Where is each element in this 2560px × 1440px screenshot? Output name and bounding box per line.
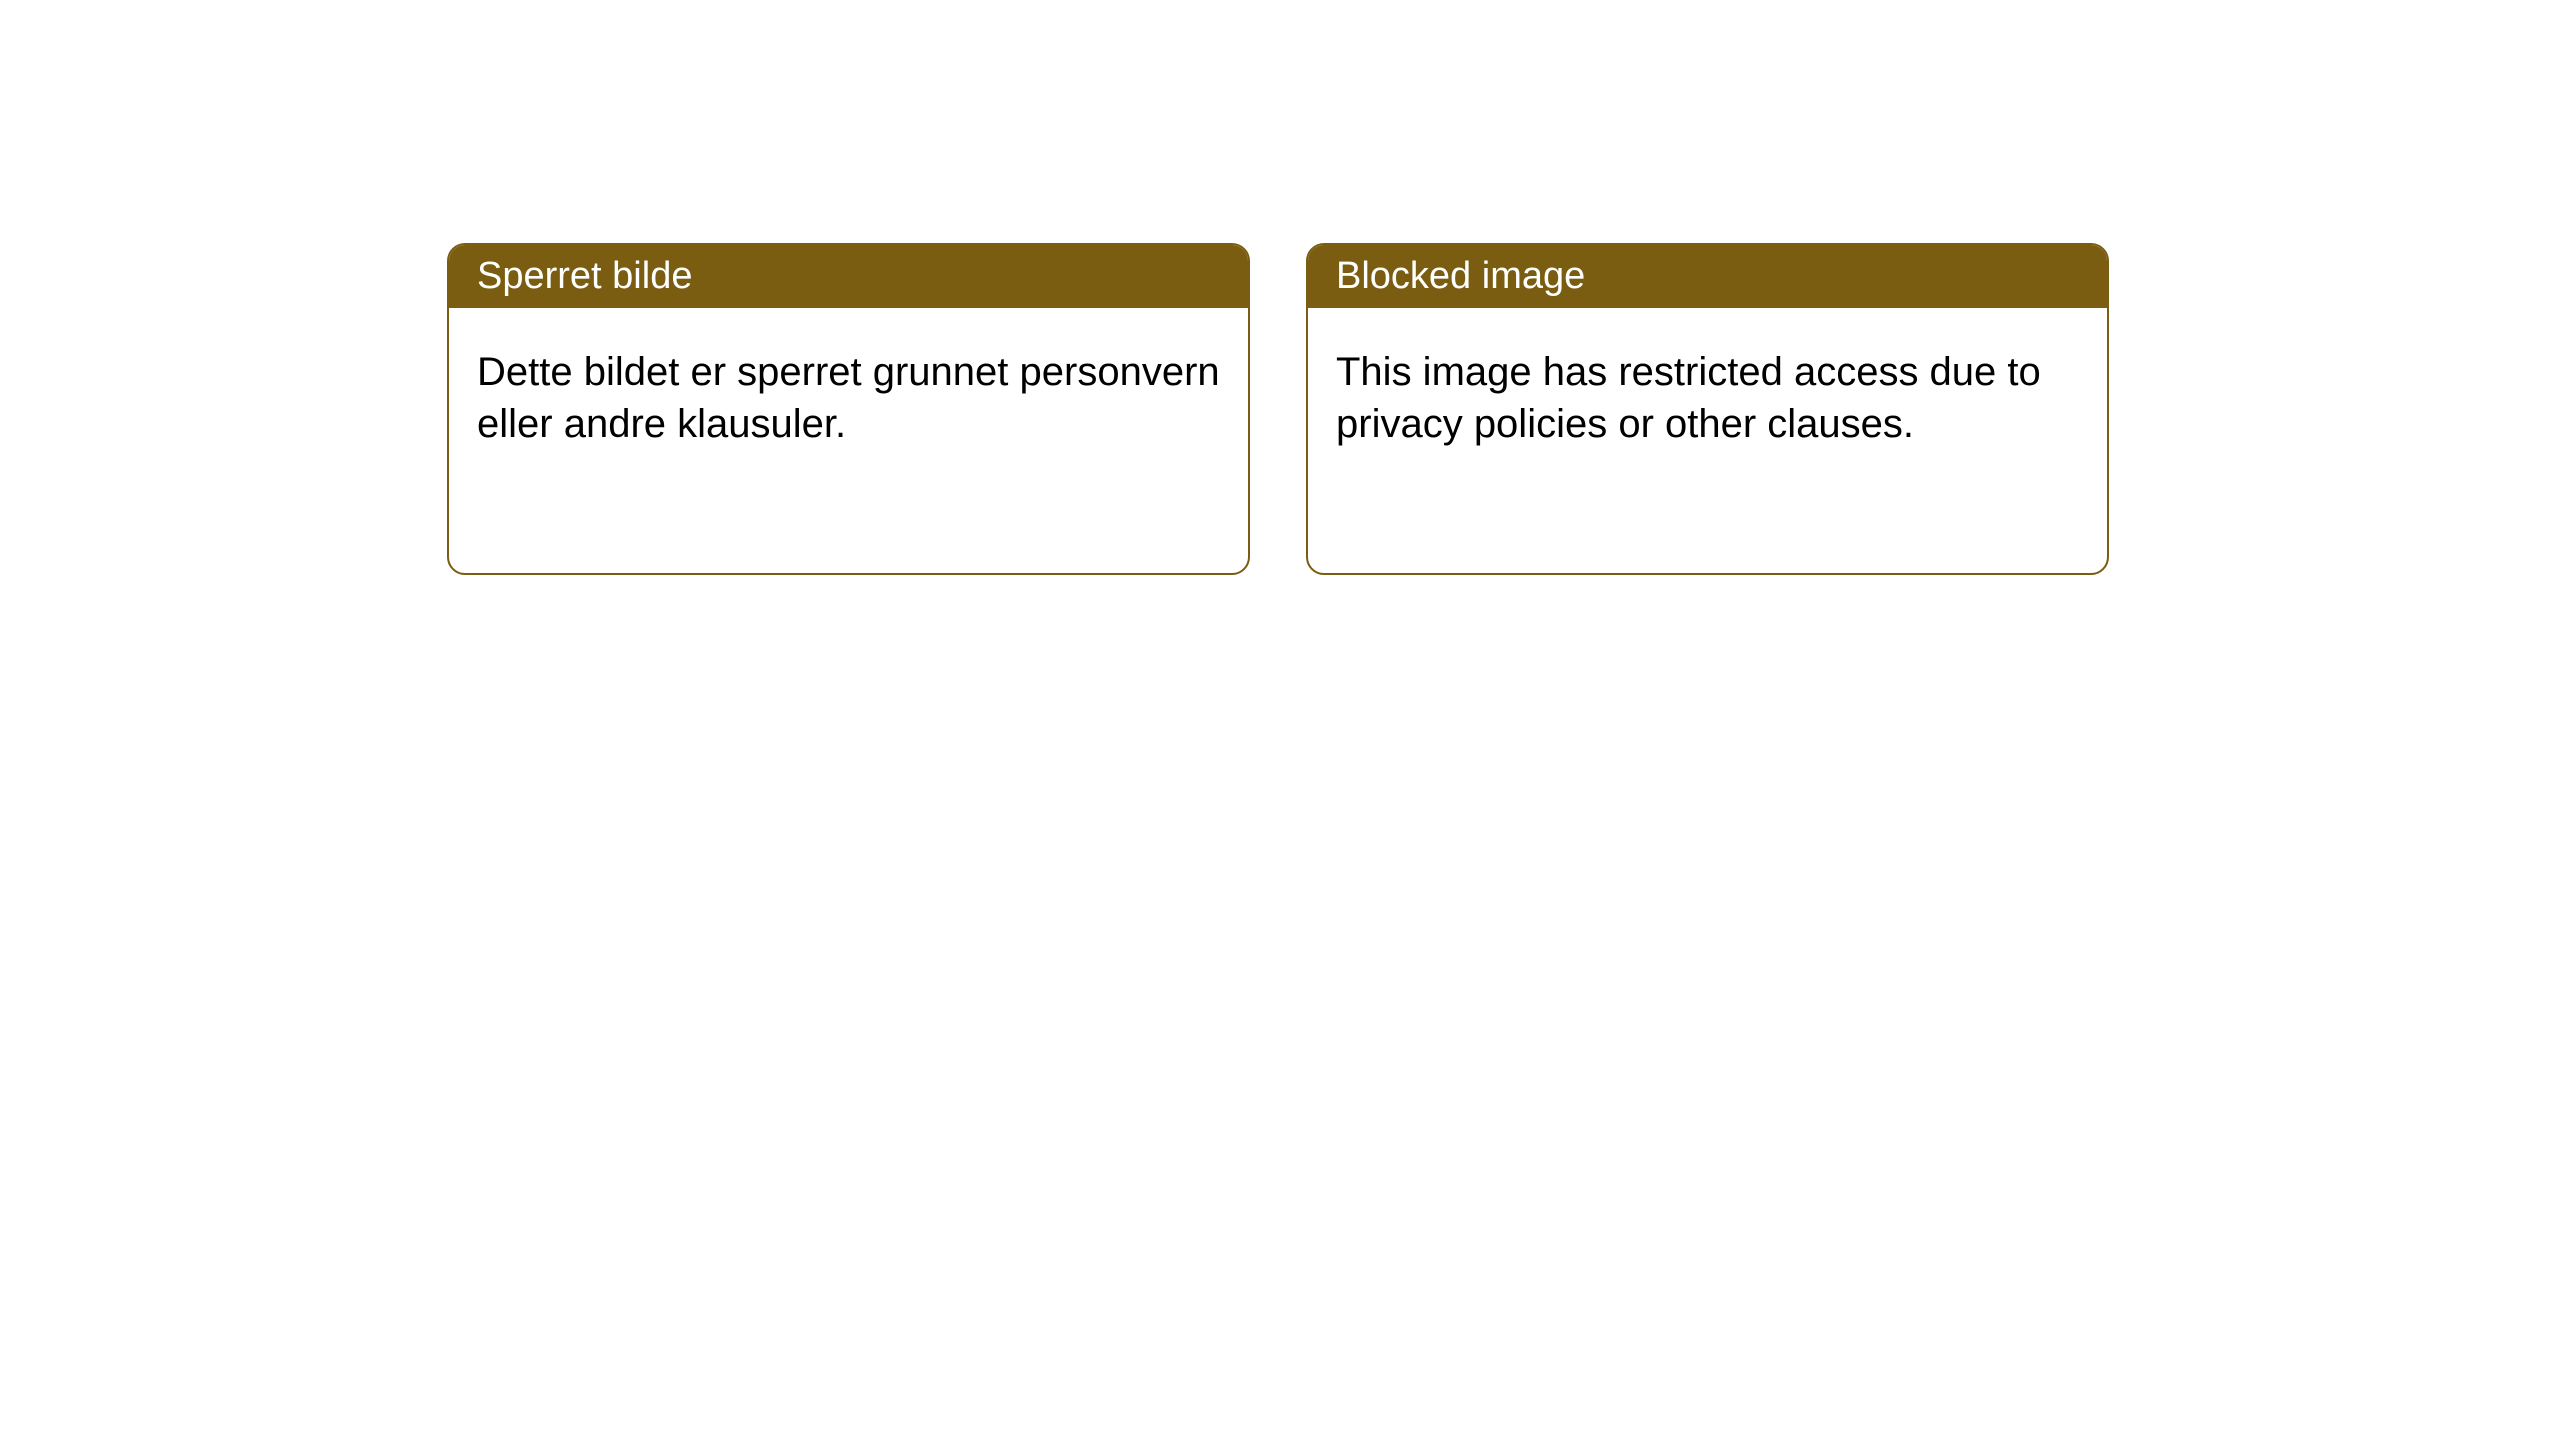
blocked-image-card-en: Blocked image This image has restricted …	[1306, 243, 2109, 575]
card-body: This image has restricted access due to …	[1308, 308, 2107, 488]
card-body: Dette bildet er sperret grunnet personve…	[449, 308, 1248, 488]
card-body-text: This image has restricted access due to …	[1336, 350, 2041, 446]
card-title: Sperret bilde	[477, 255, 692, 297]
card-header: Blocked image	[1308, 245, 2107, 308]
blocked-image-card-no: Sperret bilde Dette bildet er sperret gr…	[447, 243, 1250, 575]
notice-container: Sperret bilde Dette bildet er sperret gr…	[0, 0, 2560, 575]
card-header: Sperret bilde	[449, 245, 1248, 308]
card-body-text: Dette bildet er sperret grunnet personve…	[477, 350, 1220, 446]
card-title: Blocked image	[1336, 255, 1585, 297]
